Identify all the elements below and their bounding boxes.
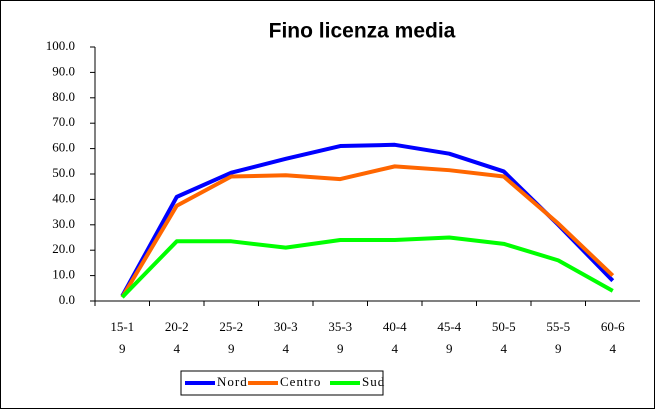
y-tick-label: 10.0 [52, 267, 75, 282]
y-tick-label: 70.0 [52, 114, 75, 129]
y-tick-label: 80.0 [52, 89, 75, 104]
y-tick-label: 90.0 [52, 63, 75, 78]
x-tick-label: 20-24 [164, 319, 189, 356]
chart-title: Fino licenza media [269, 20, 456, 43]
x-tick-label: 25-29 [219, 319, 244, 356]
x-tick-label: 50-54 [491, 319, 516, 356]
x-tick-label: 60-64 [600, 319, 625, 356]
legend-label: Nord [217, 374, 248, 389]
x-tick-label: 35-39 [328, 319, 353, 356]
y-tick-label: 60.0 [52, 140, 75, 155]
x-tick-label: 30-34 [273, 319, 298, 356]
x-tick-label: 45-49 [437, 319, 462, 356]
y-tick-label: 40.0 [52, 190, 75, 205]
y-tick-label: 50.0 [52, 165, 75, 180]
y-tick-label: 100.0 [46, 38, 75, 53]
x-tick-label: 40-44 [382, 319, 407, 356]
series-line [120, 164, 615, 299]
legend-label: Centro [280, 374, 321, 389]
legend-label: Sud [362, 374, 385, 389]
x-tick-label: 15-19 [110, 319, 135, 356]
y-tick-label: 20.0 [52, 241, 75, 256]
y-tick-label: 0.0 [59, 292, 75, 307]
y-tick-label: 30.0 [52, 216, 75, 231]
series-line [120, 235, 614, 299]
x-tick-label: 55-59 [546, 319, 571, 356]
